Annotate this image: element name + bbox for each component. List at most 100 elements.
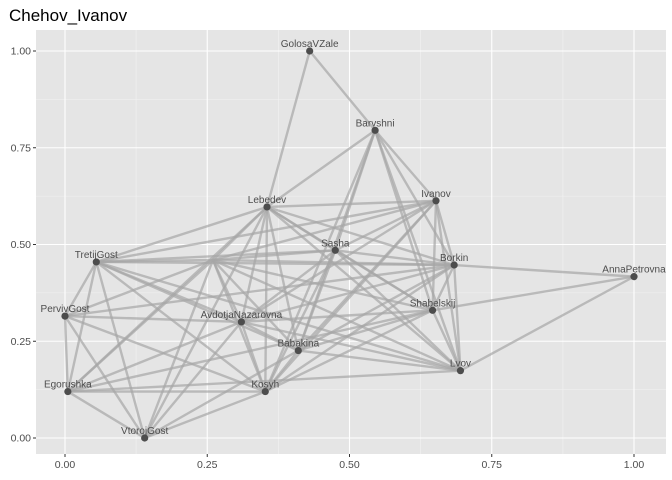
node-label: AvdotjaNazarovna	[201, 310, 283, 321]
network-edge	[211, 258, 300, 352]
network-node	[263, 203, 271, 211]
network-edge	[452, 263, 462, 372]
network-edge	[373, 129, 462, 372]
network-edge	[143, 258, 215, 440]
network-edge	[297, 249, 337, 352]
network-edge	[63, 263, 456, 318]
network-edge	[264, 205, 269, 393]
network-edge	[452, 263, 636, 278]
network-edge	[211, 258, 243, 324]
chart-title: Chehov_Ivanov	[9, 6, 128, 25]
network-edge	[297, 349, 462, 372]
y-tick-label: 0.75	[11, 142, 32, 154]
network-edge	[63, 258, 215, 318]
network-edge	[95, 205, 269, 264]
node-label: Shabelskij	[410, 298, 456, 309]
network-edge	[63, 314, 70, 393]
network-edge	[373, 129, 438, 202]
network-node	[456, 367, 465, 375]
network-edge	[211, 258, 462, 372]
network-edge	[211, 199, 438, 262]
network-edge	[265, 129, 377, 209]
network-node	[294, 346, 302, 355]
network-edge	[459, 275, 636, 372]
node-label: GolosaVZale	[281, 39, 339, 50]
network-edge	[264, 309, 434, 393]
network-edge	[431, 263, 456, 312]
network-edge	[240, 199, 438, 324]
network-edge	[265, 199, 438, 209]
network-edge	[63, 314, 267, 393]
network-edge	[95, 258, 215, 264]
network-node	[64, 387, 72, 396]
network-edge	[63, 314, 243, 324]
network-edge	[66, 390, 146, 440]
node-label: TretijGost	[75, 250, 118, 261]
node-label: Kosyh	[251, 380, 279, 391]
network-edge	[211, 249, 337, 262]
x-tick-label: 1.00	[624, 459, 645, 471]
network-edge	[143, 390, 267, 440]
network-edge	[334, 249, 434, 312]
network-node	[141, 434, 149, 442]
network-edge	[66, 258, 215, 393]
node-label: Babakina	[277, 339, 319, 350]
y-tick-label: 0.00	[11, 433, 32, 445]
network-edge	[431, 199, 438, 312]
network-edge	[211, 258, 456, 267]
network-edge	[334, 249, 456, 267]
network-edge	[264, 249, 337, 393]
node-label: Lvov	[450, 359, 471, 370]
network-node	[306, 47, 314, 55]
node-labels: GolosaVZale Barvshni Ivanov Lebedev Sasha Bor…	[41, 39, 667, 437]
node-label: AnnaPetrovna	[602, 265, 666, 276]
node-label: Borkin	[440, 253, 468, 264]
network-node	[237, 318, 245, 326]
network-edge	[264, 263, 456, 393]
network-edges	[63, 49, 636, 440]
network-nodes	[61, 47, 638, 442]
network-node	[261, 387, 269, 396]
network-edge	[431, 309, 462, 372]
network-edge	[95, 260, 267, 393]
network-edge	[211, 258, 434, 312]
network-edge	[211, 205, 269, 262]
network-edge	[66, 260, 98, 393]
network-edge	[143, 320, 243, 440]
network-edge	[308, 49, 377, 132]
network-node	[630, 273, 638, 281]
node-label: VtorojGost	[121, 426, 168, 437]
network-edge	[143, 205, 269, 440]
x-tick-label: 0.50	[339, 459, 360, 471]
network-edge	[63, 260, 98, 318]
network-edge	[264, 199, 438, 393]
node-label: Barvshni	[356, 118, 395, 129]
y-tick-label: 0.25	[11, 336, 32, 348]
network-edge	[63, 314, 146, 440]
network-edge	[334, 199, 438, 252]
node-label: PervivGost	[41, 304, 90, 315]
network-edge	[95, 260, 300, 352]
y-tick-label: 0.50	[11, 239, 32, 251]
x-axis: 0.00 0.25 0.50 0.75 1.00	[55, 454, 645, 471]
x-tick-label: 0.75	[482, 459, 503, 471]
network-edge	[265, 49, 311, 209]
node-label: Egorushka	[44, 380, 92, 391]
network-edge	[66, 369, 462, 393]
network-edge	[95, 260, 146, 440]
network-node	[92, 258, 100, 266]
node-label: Sasha	[321, 238, 350, 249]
network-edge	[265, 205, 456, 267]
network-node	[432, 197, 440, 205]
network-node	[331, 246, 339, 254]
network-edge	[211, 258, 267, 393]
network-edge	[431, 275, 636, 312]
network-edge	[434, 199, 456, 267]
x-tick-label: 0.25	[197, 459, 218, 471]
network-node	[371, 126, 379, 134]
network-edge	[265, 205, 300, 352]
network-node	[428, 306, 437, 314]
x-tick-label: 0.00	[55, 459, 76, 471]
network-edge	[297, 263, 456, 352]
